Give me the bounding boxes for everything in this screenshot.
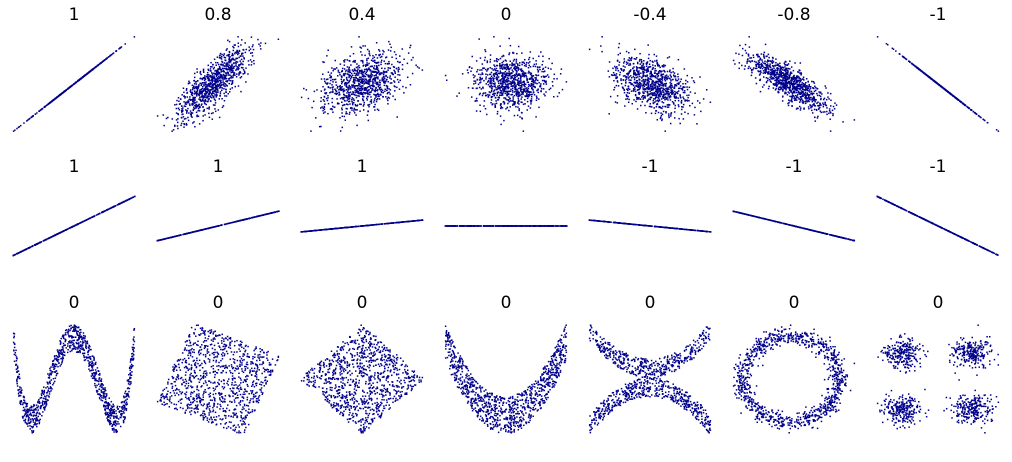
correlation-label: 0 <box>788 293 800 313</box>
correlation-label: 0 <box>644 293 656 313</box>
scatter-plot-gaussian <box>4 28 144 140</box>
correlation-label: 0 <box>68 293 80 313</box>
correlation-label: -1 <box>929 157 947 177</box>
scatter-cell: 1 <box>2 4 146 140</box>
scatter-plot-gaussian <box>148 28 288 140</box>
scatter-row-nonlinear-zero-correlation: 0 0 0 0 0 0 0 <box>0 292 1012 442</box>
scatter-plot-line <box>4 180 144 272</box>
correlation-label: -0.4 <box>633 5 667 25</box>
scatter-plot-line <box>292 180 432 272</box>
scatter-cell: 0 <box>578 292 722 442</box>
scatter-plot-line <box>724 180 864 272</box>
scatter-plot-line <box>580 180 720 272</box>
scatter-plot-gaussian <box>868 28 1008 140</box>
correlation-label: 1 <box>212 157 224 177</box>
scatter-cell: 0 <box>146 292 290 442</box>
scatter-cell: 0.8 <box>146 4 290 140</box>
scatter-plot-gaussian <box>436 28 576 140</box>
scatter-cell <box>434 156 578 272</box>
scatter-cell: -1 <box>578 156 722 272</box>
correlation-label: -1 <box>929 5 947 25</box>
scatter-cell: 0 <box>866 292 1010 442</box>
scatter-cell: -0.4 <box>578 4 722 140</box>
scatter-plot-parabola <box>436 316 576 442</box>
scatter-cell: 0 <box>2 292 146 442</box>
scatter-plot-gaussian <box>580 28 720 140</box>
correlation-label: 0 <box>500 5 512 25</box>
scatter-cell: 0.4 <box>290 4 434 140</box>
scatter-cell: 0 <box>434 4 578 140</box>
scatter-plot-clusters <box>868 316 1008 442</box>
scatter-plot-gaussian <box>292 28 432 140</box>
correlation-label: 0 <box>212 293 224 313</box>
correlation-label: 0 <box>356 293 368 313</box>
scatter-cell: -0.8 <box>722 4 866 140</box>
correlation-label: -1 <box>785 157 803 177</box>
scatter-plot-rot-square <box>148 316 288 442</box>
correlation-label: -0.8 <box>777 5 811 25</box>
correlation-label: 0 <box>932 293 944 313</box>
scatter-plot-x-shape <box>580 316 720 442</box>
scatter-plot-gaussian <box>724 28 864 140</box>
scatter-plot-line <box>436 180 576 272</box>
scatter-plot-rot-square <box>292 316 432 442</box>
scatter-cell: 1 <box>146 156 290 272</box>
scatter-cell: 0 <box>722 292 866 442</box>
scatter-cell: 0 <box>434 292 578 442</box>
correlation-label: 1 <box>68 5 80 25</box>
correlation-label: 0 <box>500 293 512 313</box>
scatter-cell: 1 <box>290 156 434 272</box>
scatter-row-bivariate-gaussian-correlations: 1 0.8 0.4 0 -0.4 -0.8 -1 <box>0 4 1012 140</box>
correlation-label: 0.4 <box>348 5 376 25</box>
correlation-label: 0.8 <box>204 5 232 25</box>
scatter-cell: -1 <box>866 4 1010 140</box>
scatter-plot-ring <box>724 316 864 442</box>
scatter-row-exact-linear-varying-slope: 1 1 1 -1 -1 -1 <box>0 156 1012 272</box>
scatter-plot-wave <box>4 316 144 442</box>
correlation-label: 1 <box>356 157 368 177</box>
scatter-cell: 0 <box>290 292 434 442</box>
correlation-label: 1 <box>68 157 80 177</box>
scatter-cell: -1 <box>722 156 866 272</box>
scatter-cell: 1 <box>2 156 146 272</box>
correlation-label: -1 <box>641 157 659 177</box>
scatter-plot-line <box>148 180 288 272</box>
scatter-plot-line <box>868 180 1008 272</box>
scatter-cell: -1 <box>866 156 1010 272</box>
